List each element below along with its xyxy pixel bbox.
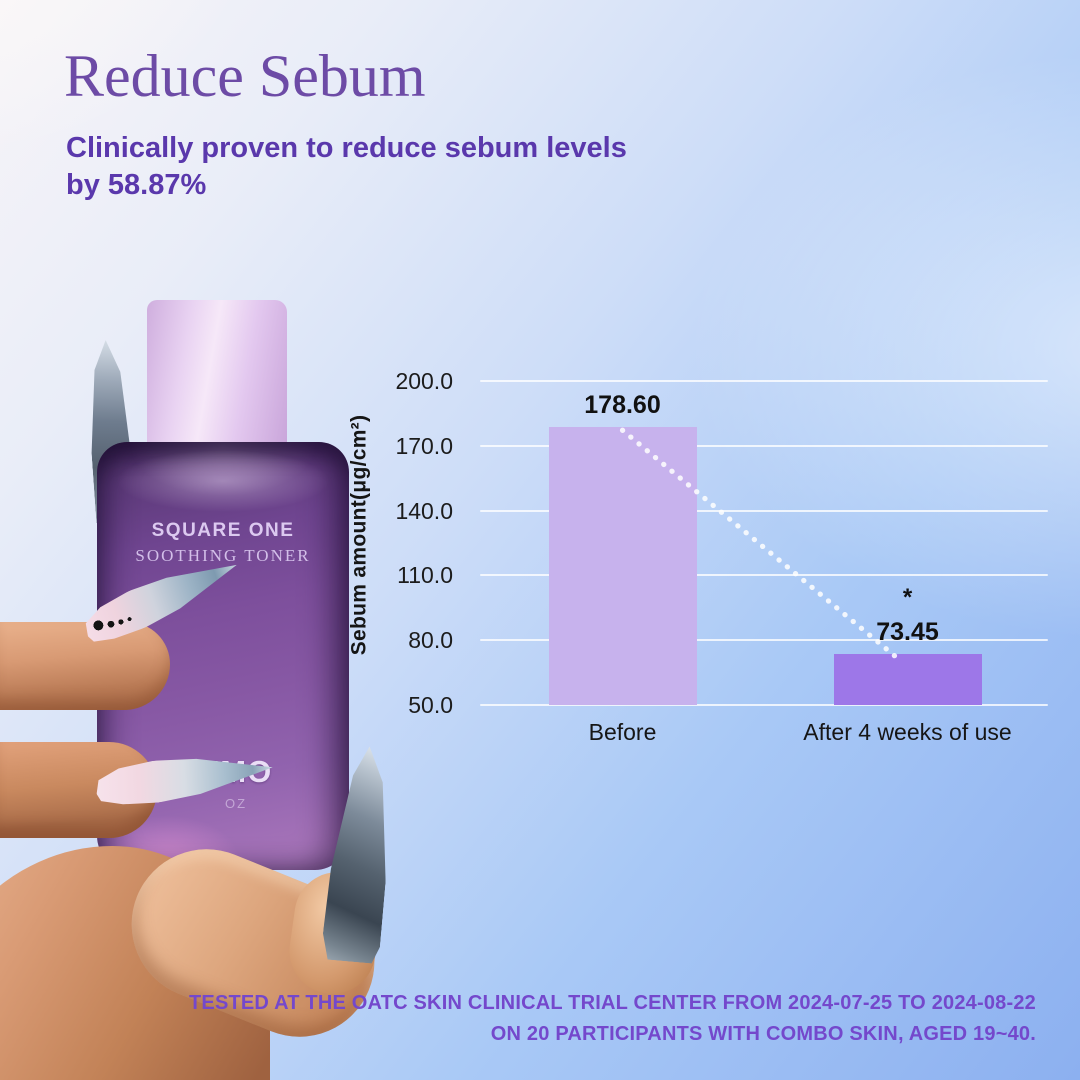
x-category-label: Before (588, 719, 657, 745)
trend-line-layer (619, 427, 906, 665)
gridline (480, 509, 1048, 512)
plot-area: 178.60 Before 73.45 * After 4 weeks of use (480, 358, 1050, 745)
bar-value-label: 178.60 (584, 391, 661, 420)
subtitle-line-1: Clinically proven to reduce sebum levels (66, 132, 627, 164)
bar-after (833, 654, 982, 705)
gridline (480, 639, 1048, 642)
bottle-label-product-name: SQUARE ONE (151, 520, 295, 541)
index-finger (0, 622, 170, 710)
footer-note: TESTED AT THE OATC SKIN CLINICAL TRIAL C… (189, 988, 1036, 1050)
footer-line-1: TESTED AT THE OATC SKIN CLINICAL TRIAL C… (188, 992, 1036, 1014)
bottle-cap (140, 300, 294, 461)
gridline (480, 704, 1048, 706)
product-photo: SQUARE ONE SOOTHING TONER KNEMO OZ (0, 0, 440, 1080)
x-category-label: After 4 weeks of use (803, 719, 1012, 745)
gridline (480, 574, 1048, 577)
page-title: Reduce Sebum (64, 43, 426, 109)
significance-asterisk: * (902, 584, 913, 612)
footer-line-2: ON 20 PARTICIPANTS WITH COMBO SKIN, AGED… (490, 1023, 1036, 1045)
bar-value-label: 73.45 (876, 618, 939, 647)
bottle-label-product-type: SOOTHING TONER (135, 546, 311, 565)
gridline (480, 444, 1048, 447)
subtitle-line-2: by 58.87% (66, 169, 207, 201)
bar-before (548, 427, 697, 705)
bottle-gloss-highlight (117, 450, 329, 512)
dotted-trend-line (619, 427, 906, 665)
subtitle: Clinically proven to reduce sebum levels… (66, 130, 627, 204)
bottle-size-text: OZ (225, 796, 248, 811)
gridline (480, 380, 1048, 382)
